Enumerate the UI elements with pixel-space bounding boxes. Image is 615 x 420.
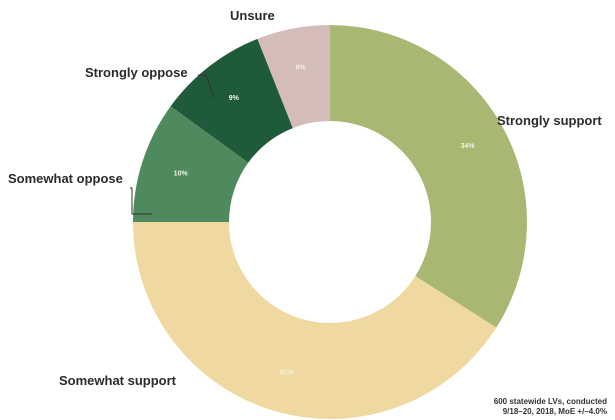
footnote-line-1: 600 statewide LVs, conducted — [493, 397, 607, 406]
footnote: 600 statewide LVs, conducted 9/18–20, 20… — [494, 397, 607, 417]
category-labels: Strongly support Somewhat support Somewhat… — [8, 8, 602, 388]
slice-strongly-support — [330, 25, 527, 328]
category-label-somewhat-oppose: Somewhat oppose — [8, 171, 123, 186]
donut-slices — [133, 25, 527, 419]
category-label-somewhat-support: Somewhat support — [59, 373, 177, 388]
slice-unsure — [257, 25, 330, 129]
category-label-strongly-oppose: Strongly oppose — [85, 65, 188, 80]
value-label-somewhat-oppose: 10% — [174, 170, 189, 177]
category-label-strongly-support: Strongly support — [497, 113, 602, 128]
slice-strongly-oppose — [170, 38, 293, 163]
value-label-strongly-oppose: 9% — [229, 95, 240, 102]
value-labels: 34% 41% 10% 9% 6% — [174, 65, 476, 377]
slice-somewhat-oppose — [133, 106, 249, 222]
value-label-strongly-support: 34% — [461, 143, 476, 150]
footnote-line-2: 9/18–20, 2018, MoE +/–4.0% — [502, 407, 607, 416]
value-label-unsure: 6% — [296, 65, 307, 72]
slice-somewhat-support — [133, 222, 497, 419]
leader-line-strongly-oppose — [198, 74, 215, 99]
category-label-unsure: Unsure — [230, 8, 275, 23]
leader-lines — [130, 74, 215, 215]
leader-line-extra-1 — [130, 187, 152, 215]
value-label-somewhat-support: 41% — [279, 370, 294, 377]
